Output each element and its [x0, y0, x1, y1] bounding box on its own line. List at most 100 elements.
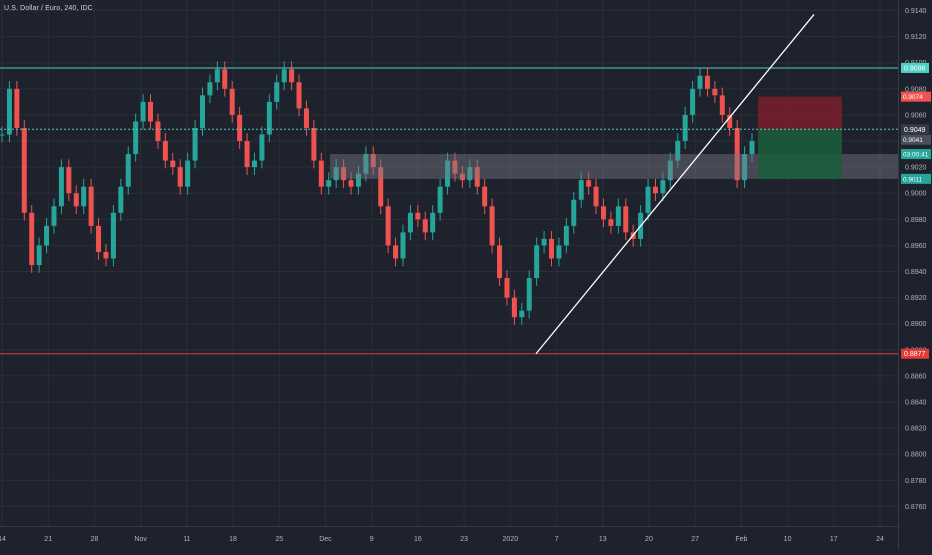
candle-body [430, 212, 436, 233]
time-tick-label: 10 [784, 536, 792, 543]
candle-body [229, 88, 235, 115]
candle-body [697, 75, 703, 89]
price-tick-label: 0.9000 [905, 191, 927, 198]
time-tick-label: 2020 [503, 536, 519, 543]
time-tick-label: 20 [645, 536, 653, 543]
candle-body [511, 297, 517, 318]
candle-body [482, 186, 488, 207]
candle-body [422, 219, 428, 233]
candle-body [133, 121, 139, 155]
candle-body [341, 167, 347, 181]
candle-body [489, 206, 495, 246]
trendline [535, 14, 815, 355]
candle-body [556, 245, 562, 259]
candle-body [251, 160, 257, 168]
time-tick-label: 9 [370, 536, 374, 543]
price-tick-label: 0.8760 [905, 504, 927, 511]
candle-body [667, 160, 673, 181]
candle-body [563, 225, 569, 246]
candle-body [88, 186, 94, 226]
candle-body [437, 186, 443, 213]
stop-loss-area [758, 96, 842, 130]
candle-body [36, 245, 42, 265]
candle-body [615, 206, 621, 226]
candle-body [608, 219, 614, 226]
candle-body [311, 127, 317, 161]
candle-body [51, 206, 57, 226]
candle-body [578, 180, 584, 200]
price-axis-tag [901, 173, 931, 184]
candle-body [467, 167, 473, 181]
candle-body [704, 75, 710, 89]
time-tick-label: 13 [599, 536, 607, 543]
candle-body [237, 114, 243, 142]
time-tick-label: 7 [555, 536, 559, 543]
candle-body [415, 212, 421, 220]
candle-body [534, 245, 540, 279]
candle-body [259, 134, 265, 161]
candle-body [21, 127, 27, 213]
candle-body [393, 245, 399, 259]
candle-body [326, 180, 332, 187]
price-tick-label: 0.9140 [905, 8, 927, 15]
price-tick-label: 0.8900 [905, 321, 927, 328]
candle-body [355, 173, 361, 187]
horizontal-line-price-label: 0.8877 [904, 351, 926, 358]
chart-title: U.S. Dollar / Euro, 240, IDC [4, 5, 93, 12]
candle-body [474, 167, 480, 187]
candle-body [459, 173, 465, 181]
candle-body [660, 180, 666, 194]
time-tick-label: 17 [830, 536, 838, 543]
time-tick-label: Feb [735, 536, 747, 543]
horizontal-line-price-tag [901, 348, 929, 359]
candle-body [162, 141, 168, 161]
time-tick-label: Dec [319, 536, 332, 543]
candle-body [571, 199, 577, 226]
candle-body [266, 101, 272, 135]
candle-body [125, 154, 131, 187]
price-tick-label: 0.8860 [905, 373, 927, 380]
candle-body [549, 238, 555, 259]
candle-body [148, 101, 154, 122]
candle-body [623, 206, 629, 233]
time-tick-label: 14 [0, 536, 6, 543]
candle-body [734, 127, 740, 181]
candle-body [400, 232, 406, 259]
price-tick-label: 0.8820 [905, 426, 927, 433]
candle-body [155, 121, 161, 142]
candle-body [452, 160, 458, 174]
candle-body [274, 82, 280, 102]
time-tick-label: 11 [183, 536, 190, 543]
candle-body [58, 167, 64, 207]
time-tick-label: 27 [691, 536, 699, 543]
horizontal-line-price-label: 0.9096 [904, 65, 926, 72]
price-tick-label: 0.8980 [905, 217, 927, 224]
candle-body [281, 69, 287, 83]
time-tick-label: 25 [275, 536, 283, 543]
candle-body [526, 278, 532, 311]
candle-body [140, 101, 146, 122]
candle-body [303, 108, 309, 128]
horizontal-line-price-tag [901, 62, 929, 73]
candle-body [96, 225, 102, 252]
candle-body [118, 186, 124, 213]
take-profit-area [758, 129, 842, 179]
candle-body [749, 141, 755, 155]
candle-body [652, 186, 658, 194]
horizontal-line-price-tag [901, 124, 929, 135]
price-tick-label: 0.8960 [905, 243, 927, 250]
price-axis-tag-label: 0.9074 [903, 94, 923, 101]
candle-body [6, 88, 12, 135]
candle-body [682, 114, 688, 142]
price-axis-tag [901, 134, 931, 145]
candle-body [296, 82, 302, 109]
candle-body [214, 69, 220, 83]
candle-body [675, 141, 681, 161]
candle-body [192, 127, 198, 161]
candle-body [348, 180, 354, 187]
price-axis-tag-label: 0.9011 [903, 176, 923, 183]
candle-body [81, 186, 87, 207]
candle-body [712, 88, 718, 96]
